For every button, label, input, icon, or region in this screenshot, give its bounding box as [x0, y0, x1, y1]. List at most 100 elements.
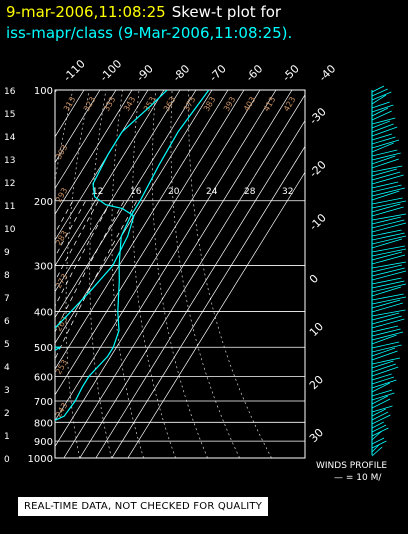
wind-barb — [371, 357, 401, 365]
wind-barb — [371, 347, 396, 357]
pressure-label: 400 — [34, 308, 53, 319]
height-label: 7 — [4, 294, 10, 304]
height-label: 1 — [4, 432, 10, 442]
dry-adiabat-label: 243 — [54, 401, 69, 419]
plot-frame — [54, 89, 306, 459]
wind-barb — [371, 280, 405, 289]
temp-top-label: -90 — [134, 62, 156, 84]
wind-barb — [371, 328, 401, 337]
mixing-ratio-label: 20 — [168, 187, 180, 197]
dry-adiabat-label: 303 — [54, 143, 69, 161]
temperature-profile — [55, 90, 210, 425]
wind-barb — [371, 382, 390, 393]
pressure-label: 100 — [34, 86, 53, 97]
mixing-ratio-label: 12 — [92, 187, 103, 197]
wind-barb — [371, 158, 399, 169]
height-label: 14 — [4, 133, 16, 143]
isotherm — [55, 90, 165, 267]
plot-label: Skew-t plot for — [171, 3, 282, 21]
wind-barb — [371, 312, 400, 321]
mixing-ratio-line — [55, 200, 125, 333]
height-label: 0 — [4, 455, 10, 465]
wind-barb — [371, 213, 407, 221]
temp-top-label: -40 — [316, 62, 338, 84]
height-label: 15 — [4, 110, 15, 120]
height-label: 6 — [4, 317, 10, 327]
dry-adiabat-label: 273 — [54, 272, 69, 290]
wind-barb — [371, 373, 392, 381]
disclaimer-badge: REAL-TIME DATA, NOT CHECKED FOR QUALITY — [18, 497, 269, 516]
wind-barb — [371, 101, 390, 109]
wind-barb — [371, 168, 397, 177]
wind-barb — [371, 318, 405, 329]
wind-barb — [371, 395, 388, 405]
height-label: 3 — [4, 386, 10, 396]
dry-adiabat — [65, 90, 90, 458]
wind-barb — [371, 232, 405, 241]
temp-top-label: -50 — [280, 62, 302, 84]
wind-barb — [371, 341, 400, 349]
pressure-label: 600 — [34, 372, 53, 383]
isotherm — [127, 171, 305, 458]
wind-barb — [371, 446, 383, 457]
temp-top-label: -70 — [207, 62, 229, 84]
isotherm — [55, 90, 261, 422]
temp-right-label: 30 — [307, 426, 326, 445]
dry-adiabat — [132, 90, 176, 458]
wind-barb — [371, 283, 407, 293]
temp-top-label: -110 — [61, 57, 88, 84]
wind-barb — [371, 139, 400, 149]
wind-barb — [371, 424, 387, 433]
temp-right-label: -20 — [307, 158, 329, 180]
pressure-label: 800 — [34, 418, 53, 429]
temp-top-label: -80 — [170, 62, 192, 84]
wind-barb — [371, 238, 403, 249]
pressure-label: 500 — [34, 343, 53, 354]
wind-barb — [371, 245, 406, 253]
theta-e-label: 373 — [182, 95, 197, 113]
mixing-ratio-label: 16 — [130, 187, 142, 197]
wind-barb — [371, 376, 395, 385]
wind-barb — [371, 136, 396, 145]
height-label: 12 — [4, 179, 15, 189]
wind-barb — [371, 104, 394, 113]
wind-barb — [371, 299, 401, 309]
wind-barb — [371, 165, 403, 173]
isotherm — [111, 145, 305, 458]
isotherm — [55, 90, 213, 344]
wind-barb — [371, 302, 403, 313]
wind-barb — [371, 133, 392, 141]
height-label: 11 — [4, 202, 15, 212]
wind-barb — [371, 293, 404, 301]
wind-barb — [371, 408, 386, 417]
dry-adiabat — [89, 90, 112, 458]
wind-barb — [371, 366, 399, 377]
isotherm — [55, 90, 133, 215]
wind-barb — [371, 363, 396, 373]
wind-barb — [371, 88, 388, 97]
isotherm — [55, 90, 277, 448]
wind-barb — [371, 331, 404, 341]
wind-barb — [371, 392, 395, 401]
wind-barb — [371, 270, 407, 281]
wind-barb — [371, 123, 394, 133]
wind-barb — [371, 389, 393, 397]
dry-adiabat-label: 283 — [54, 229, 69, 247]
temp-top-label: -100 — [97, 57, 124, 84]
wind-barb — [371, 187, 406, 197]
wind-barb — [371, 325, 399, 333]
mixing-ratio-label: 32 — [282, 187, 293, 197]
wind-barb — [371, 411, 389, 421]
wind-barb — [371, 421, 384, 429]
temp-top-label: -60 — [243, 62, 265, 84]
temp-right-label: -10 — [307, 211, 329, 233]
height-label: 2 — [4, 409, 10, 419]
wind-barb — [371, 85, 385, 93]
wind-barb — [371, 360, 394, 369]
wind-barb — [371, 430, 383, 441]
wind-barb — [371, 437, 385, 445]
wind-barb — [371, 110, 392, 121]
mixing-ratio-label: 28 — [244, 187, 256, 197]
pressure-label: 200 — [34, 197, 53, 208]
